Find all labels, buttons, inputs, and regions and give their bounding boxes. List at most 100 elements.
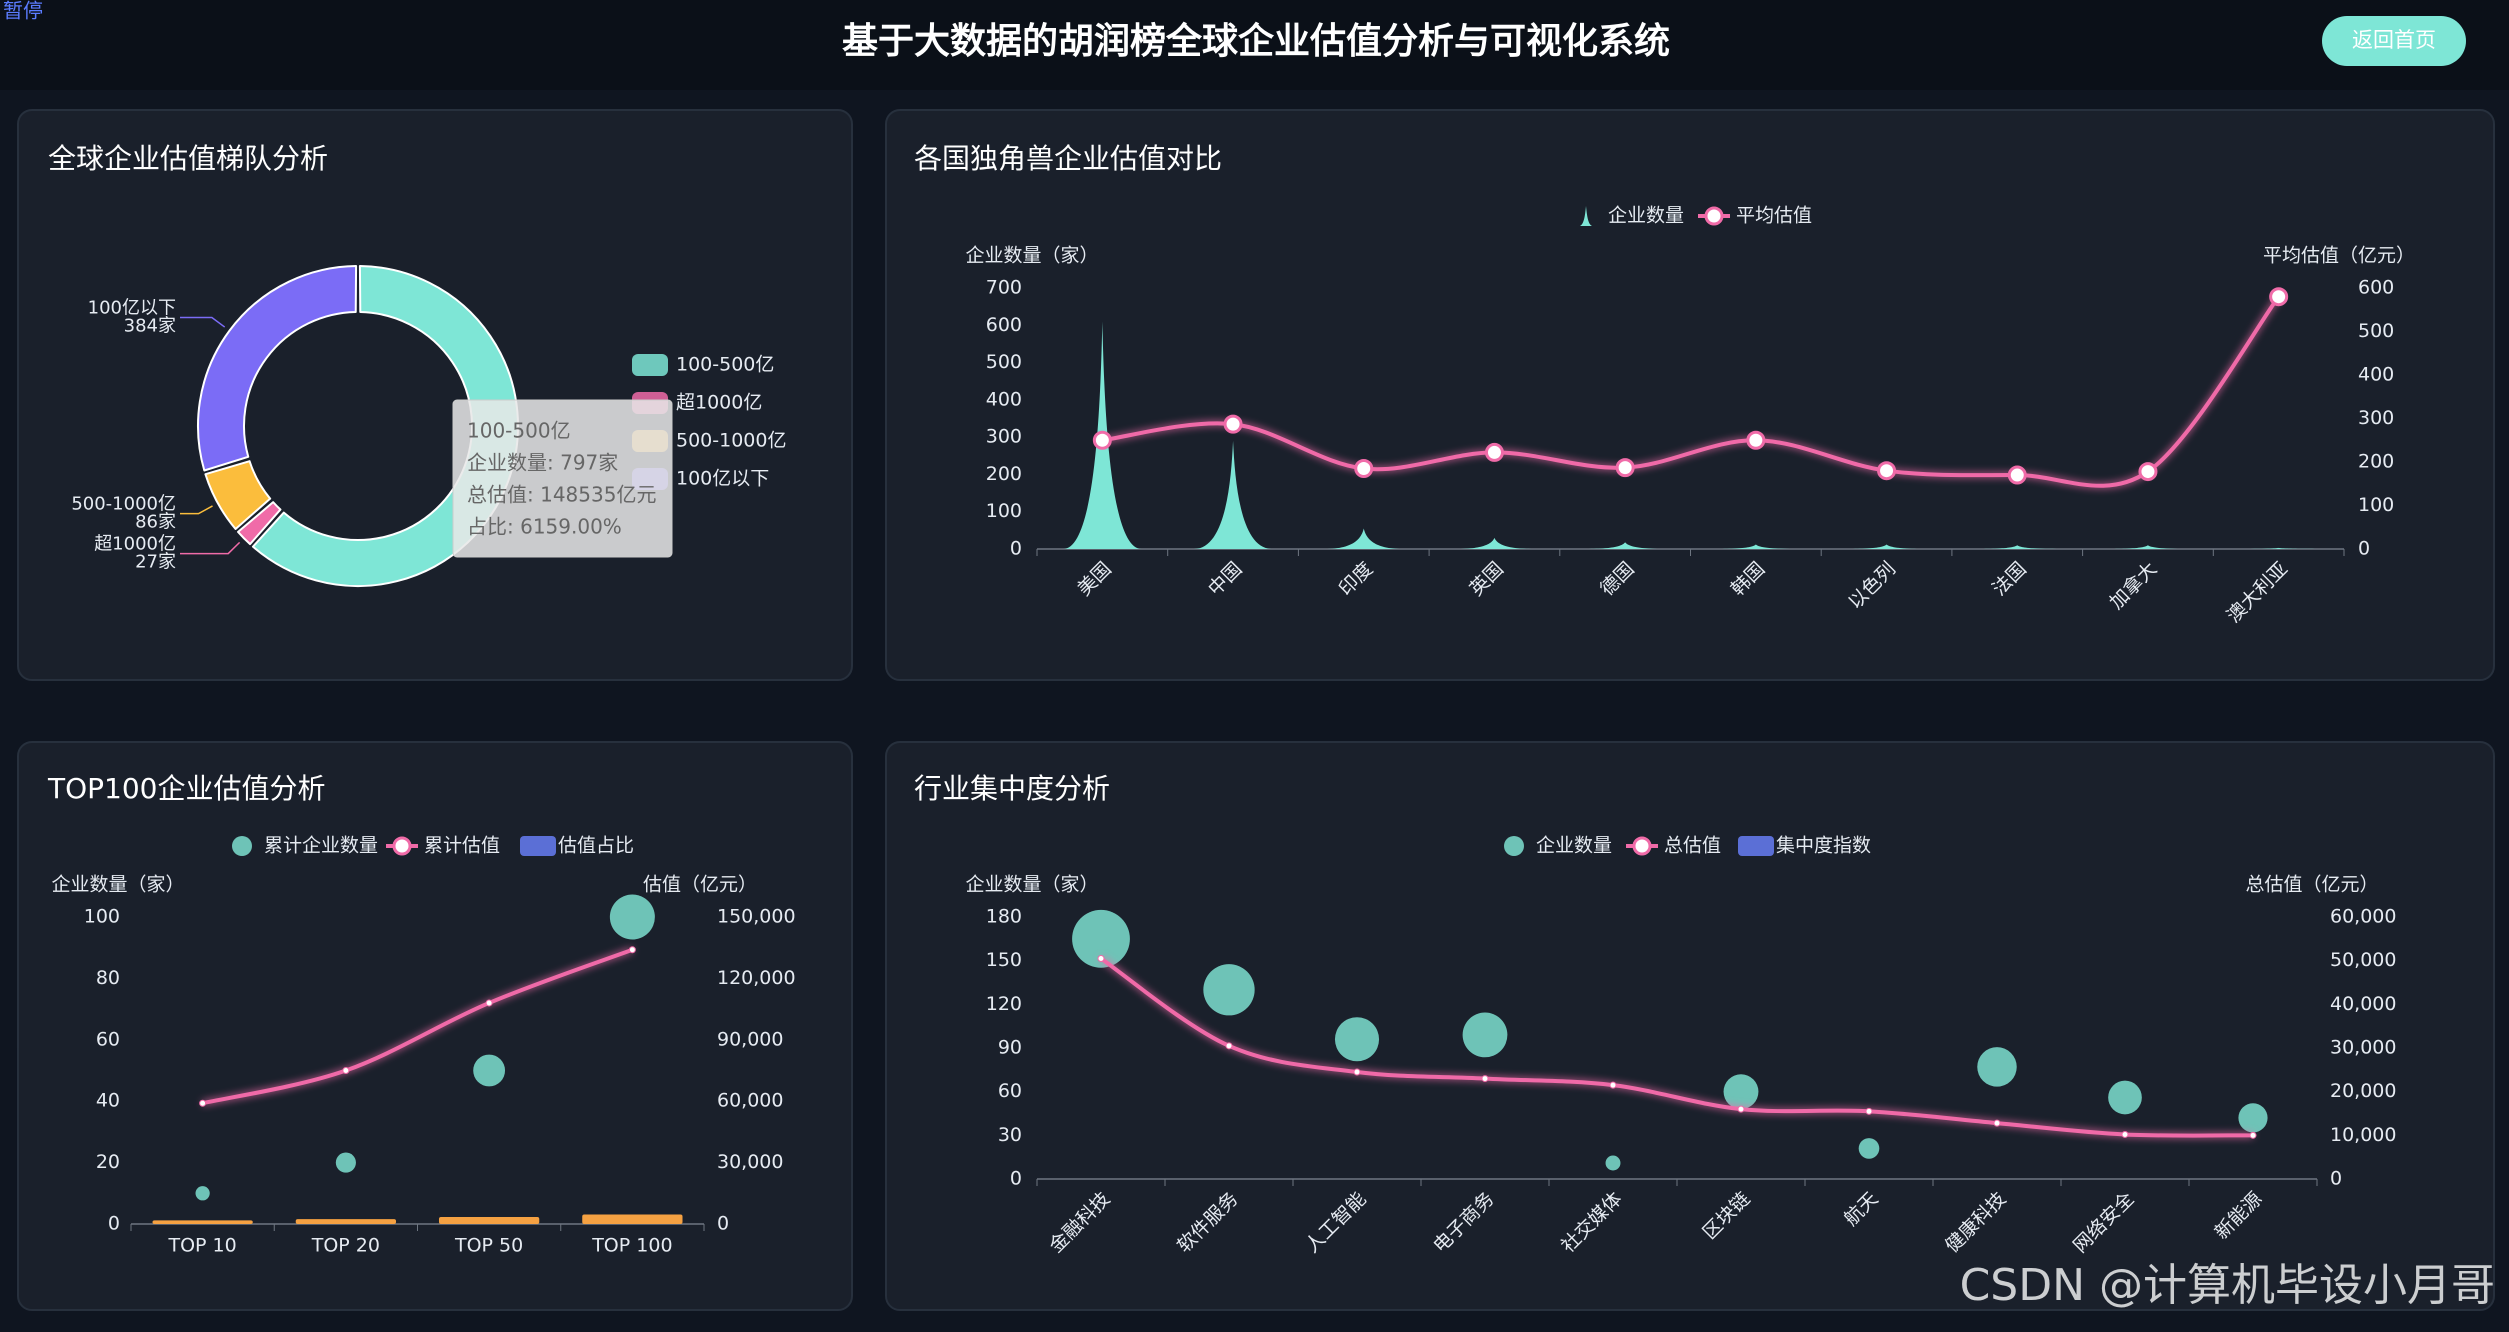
y2-tick-label: 30,000 <box>717 1151 783 1173</box>
y-tick-label: 150 <box>986 949 1022 971</box>
line-point <box>2249 1131 2257 1139</box>
bubble <box>473 1054 506 1087</box>
y-axis-name: 企业数量（家） <box>965 874 1098 896</box>
line <box>202 947 634 1106</box>
legend-icon <box>1632 836 1652 856</box>
legend-label: 500-1000亿 <box>676 430 786 452</box>
line-point <box>1092 430 1112 450</box>
line-point <box>485 999 493 1007</box>
legend-label: 超1000亿 <box>676 392 762 414</box>
y-tick-label: 120 <box>986 993 1022 1015</box>
legend-label: 100亿以下 <box>676 468 769 490</box>
slice-label: 超1000亿 <box>94 534 176 555</box>
spike <box>1716 544 1796 549</box>
y-tick-label: 300 <box>986 426 1022 448</box>
pie-slice <box>251 265 519 587</box>
bubble <box>2108 1080 2142 1115</box>
y-axis-name: 企业数量（家） <box>965 245 1098 267</box>
pie-slice <box>204 460 272 530</box>
y2-tick-label: 60,000 <box>717 1090 783 1112</box>
y-tick-label: 80 <box>96 967 120 989</box>
spike <box>1585 542 1665 549</box>
bubble <box>1462 1012 1508 1058</box>
panel <box>885 741 2495 1311</box>
home-button-label[interactable]: 返回首页 <box>2352 28 2436 52</box>
x-tick-label: TOP 100 <box>591 1235 672 1257</box>
y-tick-label: 0 <box>1010 538 1022 560</box>
line-point <box>199 1099 207 1107</box>
y2-tick-label: 200 <box>2358 451 2394 473</box>
y-tick-label: 180 <box>986 906 1022 928</box>
tooltip-line: 100-500亿 <box>467 419 571 443</box>
y-tick-label: 700 <box>986 277 1022 299</box>
legend-icon <box>1738 836 1774 856</box>
legend-icon <box>1504 836 1524 856</box>
line <box>1099 956 2254 1138</box>
line-point <box>342 1067 350 1074</box>
line-point <box>1993 1119 2001 1127</box>
page-title: 基于大数据的胡润榜全球企业估值分析与可视化系统 <box>842 20 1670 62</box>
y-tick-label: 60 <box>96 1028 120 1050</box>
line-point <box>628 946 636 954</box>
y-tick-label: 0 <box>108 1213 120 1235</box>
label-leader <box>180 505 213 515</box>
y2-tick-label: 300 <box>2358 407 2394 429</box>
legend-icon <box>392 836 412 856</box>
watermark: CSDN @计算机毕设小月哥 <box>1960 1260 2495 1311</box>
bubble <box>2238 1103 2268 1133</box>
line-point <box>1354 459 1374 479</box>
panel-title: 全球企业估值梯队分析 <box>48 142 328 175</box>
tooltip-line: 总估值: 148535亿元 <box>467 483 656 507</box>
y2-tick-label: 600 <box>2358 277 2394 299</box>
y-tick-label: 100 <box>84 906 120 928</box>
line-point <box>2121 1130 2129 1138</box>
pause-label[interactable]: 暂停 <box>3 0 43 23</box>
bubble <box>609 894 655 940</box>
pie-slice <box>237 501 282 546</box>
line-point <box>1615 458 1635 478</box>
legend-label: 估值占比 <box>558 835 634 857</box>
slice-label: 500-1000亿 <box>71 494 176 515</box>
legend-icon <box>1704 206 1724 226</box>
spike <box>2108 545 2188 549</box>
home-button[interactable] <box>2322 16 2466 66</box>
bubble <box>1723 1074 1759 1110</box>
y2-tick-label: 30,000 <box>2330 1037 2396 1059</box>
y2-axis-name: 平均估值（亿元） <box>2263 245 2415 267</box>
bubble <box>1072 909 1130 968</box>
legend-label: 企业数量 <box>1608 205 1684 227</box>
bubble <box>1605 1155 1621 1171</box>
bubble <box>1203 964 1255 1016</box>
y2-tick-label: 60,000 <box>2330 906 2396 928</box>
y2-tick-label: 50,000 <box>2330 949 2396 971</box>
y2-tick-label: 40,000 <box>2330 993 2396 1015</box>
line-point <box>1609 1081 1617 1089</box>
bubble <box>1977 1047 2017 1087</box>
bar <box>582 1214 683 1224</box>
spike <box>1193 440 1273 549</box>
bubble <box>1858 1138 1880 1159</box>
label-leader <box>180 316 226 328</box>
line-point <box>1225 1042 1233 1050</box>
x-tick-label: TOP 20 <box>311 1235 380 1257</box>
legend-icon <box>520 836 556 856</box>
line-point <box>1484 442 1504 462</box>
legend-swatch <box>632 354 668 376</box>
line-point <box>1746 430 1766 450</box>
y-tick-label: 30 <box>998 1124 1022 1146</box>
y2-tick-label: 0 <box>2358 538 2370 560</box>
y2-tick-label: 90,000 <box>717 1028 783 1050</box>
panel-title: TOP100企业估值分析 <box>47 772 325 805</box>
panel-title: 行业集中度分析 <box>914 772 1110 805</box>
legend-label: 累计估值 <box>424 835 500 857</box>
bar <box>152 1220 253 1224</box>
y2-axis-name: 估值（亿元） <box>643 874 757 896</box>
legend-label: 企业数量 <box>1536 835 1612 857</box>
y2-tick-label: 0 <box>2330 1168 2342 1190</box>
y-tick-label: 200 <box>986 463 1022 485</box>
legend-label: 总估值 <box>1664 835 1721 857</box>
header-bar <box>0 0 2509 90</box>
spike <box>2239 547 2318 549</box>
